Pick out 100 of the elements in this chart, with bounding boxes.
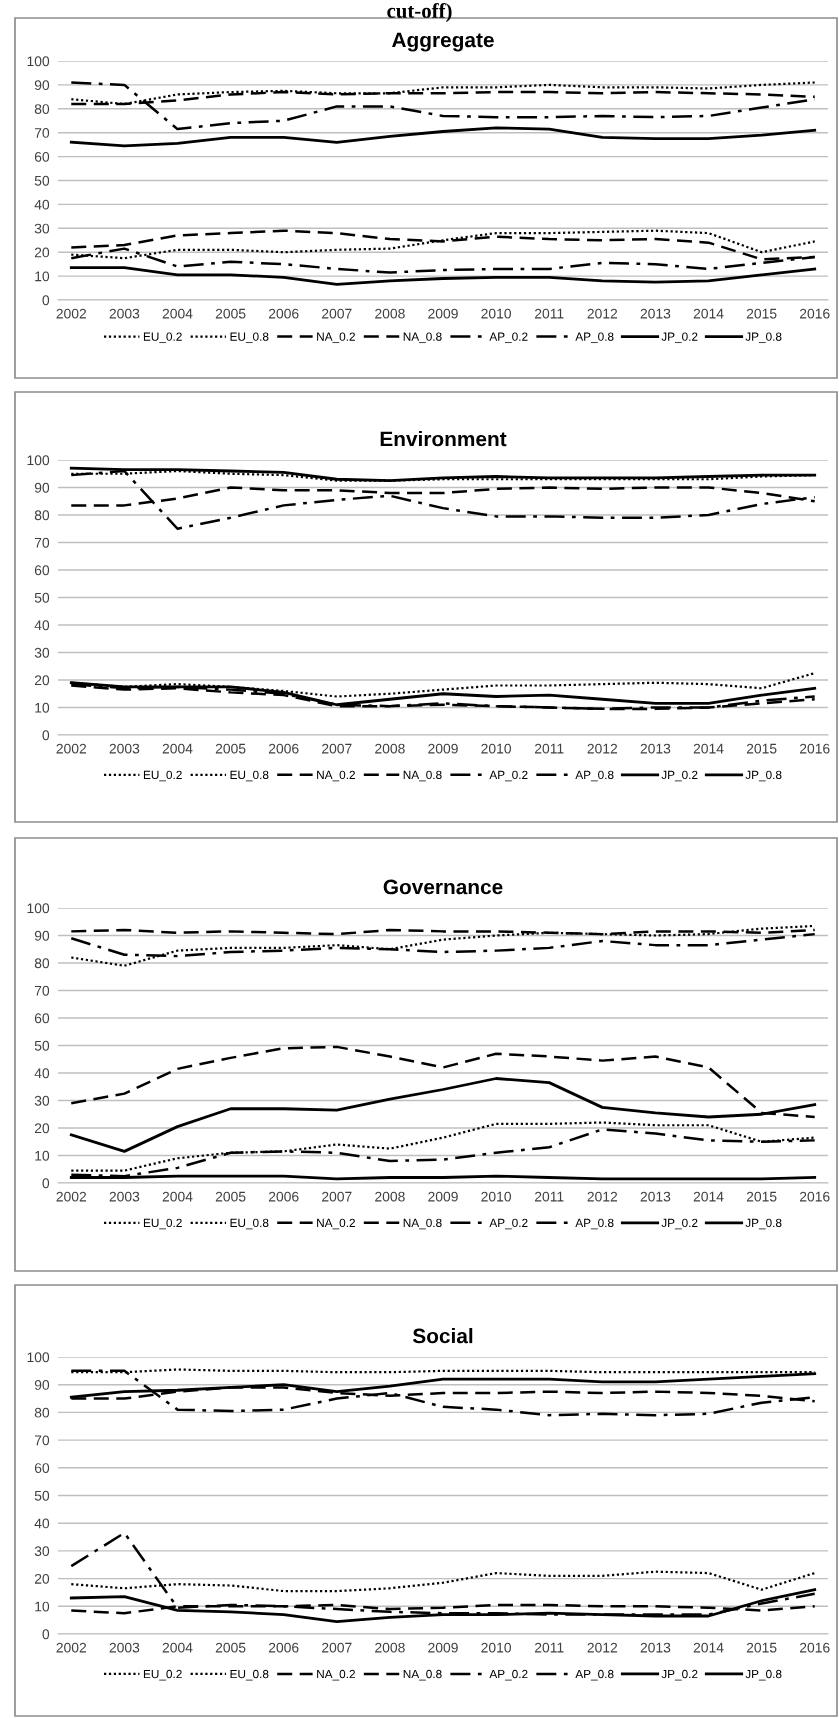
legend-label: JP_0.2 bbox=[661, 770, 698, 782]
x-tick-label: 2007 bbox=[322, 1642, 352, 1653]
legend-label: EU_0.8 bbox=[230, 1218, 269, 1230]
y-tick-label: 40 bbox=[34, 620, 50, 631]
x-tick-label: 2010 bbox=[481, 1191, 512, 1202]
x-tick-label: 2004 bbox=[162, 1642, 193, 1653]
legend-label: JP_0.2 bbox=[661, 1669, 698, 1681]
x-tick-label: 2010 bbox=[481, 743, 512, 754]
legend-label: NA_0.8 bbox=[403, 1218, 442, 1230]
y-tick-label: 20 bbox=[34, 675, 50, 686]
x-tick-label: 2009 bbox=[428, 1642, 458, 1653]
text: cut-off) bbox=[387, 3, 452, 23]
y-tick-label: 100 bbox=[27, 903, 50, 914]
legend-label: AP_0.2 bbox=[489, 1218, 528, 1230]
x-tick-label: 2013 bbox=[640, 1191, 671, 1202]
x-tick-label: 2015 bbox=[746, 1191, 777, 1202]
chart-title: Aggregate bbox=[392, 32, 494, 52]
x-tick-label: 2009 bbox=[428, 308, 458, 319]
x-tick-label: 2003 bbox=[109, 1191, 140, 1202]
legend-label: EU_0.2 bbox=[143, 1669, 182, 1681]
x-tick-label: 2005 bbox=[215, 1642, 246, 1653]
y-tick-label: 90 bbox=[34, 1380, 50, 1390]
y-tick-label: 10 bbox=[35, 1150, 50, 1161]
legend-label: AP_0.8 bbox=[575, 332, 614, 344]
x-tick-label: 2008 bbox=[375, 1191, 405, 1202]
x-tick-label: 2004 bbox=[162, 1191, 193, 1202]
x-tick-label: 2008 bbox=[375, 1642, 405, 1653]
y-tick-label: 90 bbox=[34, 482, 50, 493]
y-tick-label: 10 bbox=[35, 271, 50, 282]
x-tick-label: 2015 bbox=[746, 1642, 777, 1653]
x-tick-label: 2010 bbox=[481, 308, 512, 319]
y-tick-label: 50 bbox=[34, 175, 50, 186]
x-tick-label: 2015 bbox=[746, 308, 777, 319]
y-tick-label: 20 bbox=[34, 247, 50, 258]
x-tick-label: 2011 bbox=[534, 1642, 564, 1653]
x-tick-label: 2007 bbox=[322, 308, 352, 319]
y-tick-label: 80 bbox=[34, 1407, 50, 1418]
y-tick-label: 0 bbox=[42, 1629, 50, 1640]
y-tick-label: 90 bbox=[34, 930, 50, 941]
y-tick-label: 80 bbox=[34, 104, 50, 114]
x-tick-label: 2010 bbox=[481, 1642, 512, 1653]
x-tick-label: 2011 bbox=[534, 1191, 564, 1202]
legend-label: NA_0.2 bbox=[317, 770, 355, 782]
x-tick-label: 2006 bbox=[268, 1642, 299, 1653]
x-tick-label: 2012 bbox=[587, 743, 618, 754]
x-tick-label: 2002 bbox=[56, 1191, 87, 1202]
y-tick-label: 80 bbox=[34, 958, 50, 969]
x-tick-label: 2014 bbox=[693, 1191, 724, 1202]
y-tick-label: 70 bbox=[34, 537, 50, 548]
x-tick-label: 2007 bbox=[322, 743, 352, 754]
y-tick-label: 100 bbox=[27, 56, 50, 67]
x-tick-label: 2016 bbox=[799, 1191, 830, 1202]
x-tick-label: 2003 bbox=[109, 743, 140, 754]
y-tick-label: 70 bbox=[34, 985, 50, 996]
legend-label: AP_0.2 bbox=[489, 770, 528, 782]
chart-title: Environment bbox=[380, 431, 507, 447]
x-tick-label: 2016 bbox=[799, 743, 830, 754]
x-tick-label: 2012 bbox=[587, 1642, 618, 1653]
x-tick-label: 2015 bbox=[746, 743, 777, 754]
legend-label: NA_0.8 bbox=[403, 1669, 442, 1681]
x-tick-label: 2016 bbox=[799, 308, 830, 319]
legend-label: AP_0.2 bbox=[489, 332, 528, 344]
legend-label: JP_0.2 bbox=[661, 332, 698, 344]
x-tick-label: 2005 bbox=[215, 743, 246, 754]
x-tick-label: 2004 bbox=[162, 743, 193, 754]
x-tick-label: 2013 bbox=[640, 1642, 671, 1653]
y-tick-label: 20 bbox=[34, 1573, 50, 1584]
x-tick-label: 2014 bbox=[693, 743, 724, 754]
legend-label: EU_0.2 bbox=[143, 332, 182, 344]
y-tick-label: 30 bbox=[34, 223, 50, 234]
x-tick-label: 2014 bbox=[693, 1642, 724, 1653]
legend-label: NA_0.8 bbox=[403, 770, 442, 782]
x-tick-label: 2002 bbox=[56, 1642, 87, 1653]
x-tick-label: 2006 bbox=[268, 1191, 299, 1202]
legend-label: NA_0.2 bbox=[317, 332, 355, 344]
y-tick-label: 60 bbox=[34, 1463, 50, 1473]
y-tick-label: 30 bbox=[34, 647, 50, 658]
x-tick-label: 2005 bbox=[215, 308, 246, 319]
y-tick-label: 50 bbox=[34, 1040, 50, 1051]
y-tick-label: 100 bbox=[27, 455, 50, 466]
x-tick-label: 2006 bbox=[268, 743, 299, 754]
y-tick-label: 40 bbox=[34, 1068, 50, 1079]
legend-label: JP_0.8 bbox=[745, 1218, 782, 1230]
legend-label: AP_0.8 bbox=[575, 770, 614, 782]
y-tick-label: 40 bbox=[34, 1518, 50, 1529]
x-tick-label: 2008 bbox=[375, 308, 405, 319]
legend-label: JP_0.8 bbox=[745, 332, 782, 344]
y-tick-label: 30 bbox=[34, 1095, 50, 1106]
legend-label: NA_0.2 bbox=[317, 1669, 355, 1681]
y-tick-label: 10 bbox=[35, 1601, 50, 1612]
x-tick-label: 2011 bbox=[534, 308, 564, 319]
y-tick-label: 10 bbox=[35, 702, 50, 713]
legend-label: JP_0.8 bbox=[745, 1669, 782, 1681]
legend-label: EU_0.8 bbox=[230, 332, 269, 344]
chart-title: Social bbox=[412, 1328, 473, 1344]
x-tick-label: 2006 bbox=[268, 308, 299, 319]
y-tick-label: 90 bbox=[34, 80, 50, 91]
y-tick-label: 60 bbox=[34, 151, 50, 162]
y-tick-label: 60 bbox=[34, 1013, 50, 1024]
legend-label: NA_0.2 bbox=[317, 1218, 355, 1230]
